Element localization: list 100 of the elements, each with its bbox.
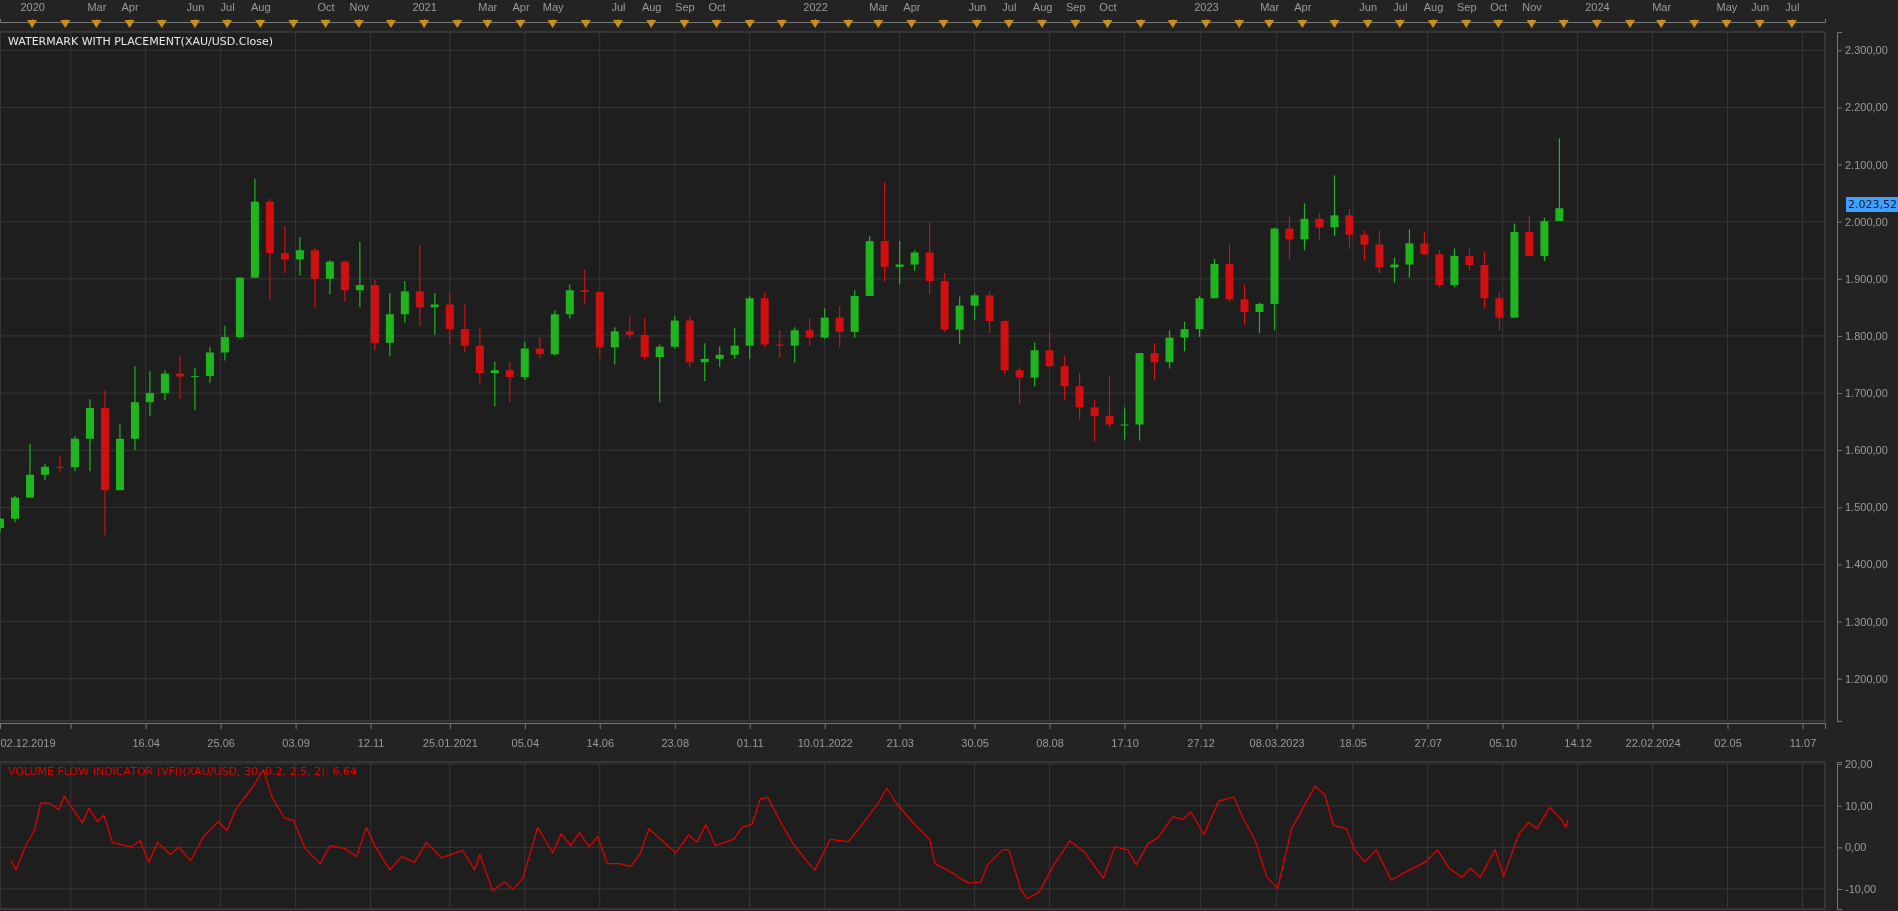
- candlestick: [1060, 355, 1069, 401]
- candlestick: [145, 370, 154, 417]
- x-tick-label: 30.05: [961, 736, 989, 749]
- candlestick: [1045, 331, 1054, 368]
- candlestick: [1315, 212, 1324, 240]
- x-tick-label: 08.03.2023: [1249, 736, 1305, 749]
- x2-tick-label: Jun: [186, 1, 205, 13]
- candlestick: [1360, 229, 1369, 262]
- x-tick-label: 12.11: [357, 736, 385, 749]
- x2-tick-label: Oct: [317, 1, 335, 13]
- y-tick-label: 1.300,00: [1845, 615, 1888, 628]
- x-tick-label: 17.10: [1111, 736, 1139, 749]
- x2-tick-label: Mar: [869, 1, 889, 13]
- x2-tick-label: 2023: [1194, 1, 1219, 13]
- candlestick: [295, 236, 304, 276]
- candlestick: [280, 225, 289, 274]
- x2-tick-label: May: [1716, 1, 1738, 13]
- x2-tick-label: Jun: [968, 1, 987, 13]
- y-tick-label: 20,00: [1845, 758, 1873, 771]
- x-tick-label: 21.03: [886, 736, 914, 749]
- candlestick: [10, 495, 19, 523]
- line-series: [10, 769, 1569, 900]
- x2-tick-label: Sep: [675, 1, 695, 13]
- x2-tick-label: Apr: [903, 1, 921, 13]
- candlestick: [460, 303, 469, 353]
- candlestick: [1075, 372, 1084, 420]
- x2-tick-label: Jul: [1393, 1, 1408, 13]
- x2-tick-label: Mar: [87, 1, 107, 13]
- x-tick-label: 03.09: [282, 736, 310, 749]
- candlestick: [1300, 202, 1309, 251]
- x2-tick-label: Aug: [641, 1, 662, 13]
- y-tick-label: 0,00: [1845, 841, 1867, 854]
- candlestick: [790, 326, 799, 364]
- candlestick: [565, 283, 574, 320]
- candlestick: [805, 317, 814, 347]
- candlestick: [580, 269, 589, 306]
- candlestick: [820, 307, 829, 340]
- candlestick: [505, 361, 514, 403]
- candlestick: [835, 305, 844, 348]
- x2-tick-label: Nov: [1522, 1, 1543, 13]
- chart-title: WATERMARK WITH PLACEMENT(XAU/USD.Close): [8, 35, 273, 48]
- candlestick: [730, 327, 739, 360]
- x2-tick-label: 2021: [412, 1, 437, 13]
- x-tick-label: 01.11: [736, 736, 764, 749]
- x-tick-label: 16.04: [132, 736, 160, 749]
- chart-title: VOLUME FLOW INDICATOR (VFI)(XAU/USD, 30, 0.2, 2.5, 2): 6,64: [8, 765, 357, 778]
- candlestick: [1285, 215, 1294, 260]
- x-tick-label: 22.02.2024: [1625, 736, 1681, 749]
- candlestick: [1090, 399, 1099, 443]
- candlestick: [1105, 375, 1114, 428]
- candlestick: [1255, 302, 1264, 334]
- x-tick-label: 11.07: [1789, 736, 1817, 749]
- candlestick: [205, 346, 214, 384]
- x2-tick-label: Oct: [708, 1, 726, 13]
- y-tick-label: 1.700,00: [1845, 387, 1888, 400]
- candlestick: [1495, 291, 1504, 331]
- candlestick: [625, 315, 634, 340]
- x2-tick-label: Jul: [611, 1, 626, 13]
- y-tick-label: 10,00: [1845, 799, 1873, 812]
- x2-tick-label: Aug: [250, 1, 271, 13]
- y-tick-label: 2.000,00: [1845, 215, 1888, 228]
- candlestick: [355, 241, 364, 308]
- x2-tick-label: Oct: [1490, 1, 1508, 13]
- x2-tick-label: Apr: [1294, 1, 1312, 13]
- x2-tick-label: Aug: [1423, 1, 1444, 13]
- candlestick: [220, 325, 229, 362]
- candlestick: [1330, 174, 1339, 237]
- x2-tick-label: Mar: [478, 1, 498, 13]
- y-tick-label: 2.100,00: [1845, 158, 1888, 171]
- candlestick: [415, 244, 424, 327]
- candlestick: [1150, 342, 1159, 381]
- candlestick: [25, 443, 34, 499]
- candlestick: [190, 367, 199, 411]
- candlestick: [325, 259, 334, 295]
- x2-tick-label: Jun: [1751, 1, 1770, 13]
- x-tick-label: 25.06: [207, 736, 235, 749]
- x2-tick-label: Jul: [1002, 1, 1017, 13]
- candlestick: [175, 355, 184, 400]
- y-tick-label: 1.600,00: [1845, 444, 1888, 457]
- text: 2.023,52: [1848, 198, 1897, 211]
- y-tick-label: 1.800,00: [1845, 329, 1888, 342]
- candlestick: [400, 280, 409, 324]
- y-tick-label: 2.300,00: [1845, 44, 1888, 57]
- x2-tick-label: Jul: [220, 1, 235, 13]
- candlestick: [610, 326, 619, 366]
- y-tick-label: 1.200,00: [1845, 672, 1888, 685]
- x2-tick-label: Apr: [121, 1, 139, 13]
- x2-tick-label: 2022: [803, 1, 828, 13]
- candlestick: [1180, 321, 1189, 352]
- y-tick-label: -10,00: [1845, 883, 1877, 896]
- candlestick: [1015, 366, 1024, 405]
- x2-tick-label: 2020: [20, 1, 45, 13]
- x-tick-label: 14.06: [586, 736, 615, 749]
- x-tick-label: 05.10: [1489, 736, 1517, 749]
- candlestick: [970, 292, 979, 321]
- candlestick: [1405, 228, 1414, 279]
- x2-tick-label: Oct: [1099, 1, 1117, 13]
- x-tick-label: 25.01.2021: [422, 736, 478, 749]
- x-tick-label: 02.05: [1714, 736, 1742, 749]
- candlestick: [1555, 137, 1564, 222]
